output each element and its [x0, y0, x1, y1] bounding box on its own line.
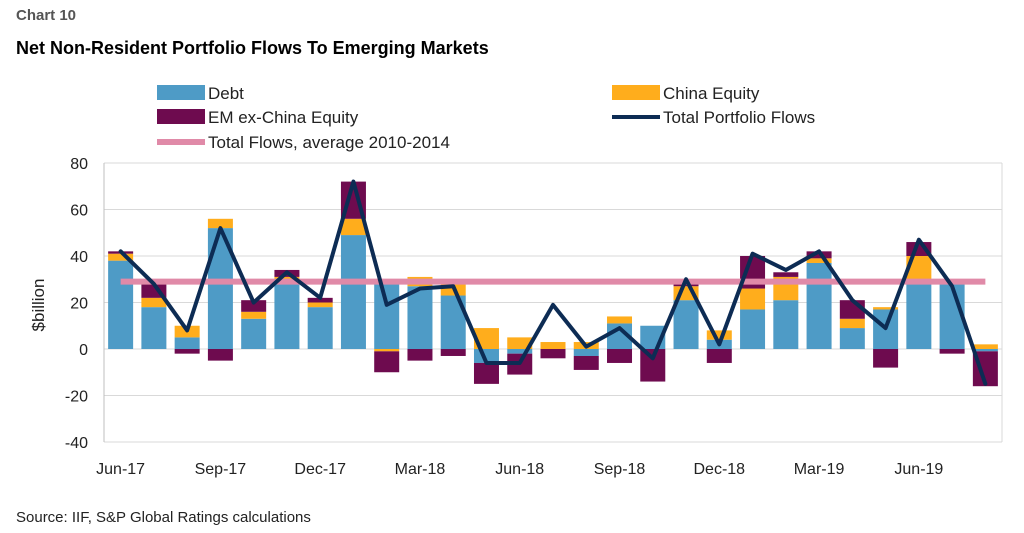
bar-debt [340, 235, 366, 349]
bar-debt [972, 349, 998, 352]
x-tick-label: Mar-19 [794, 461, 845, 478]
legend-swatch-em_ex_china_equity [157, 109, 205, 124]
chart-number-label: Chart 10 [16, 7, 77, 24]
x-tick-label: Jun-19 [894, 461, 943, 478]
bar-debt [573, 349, 599, 356]
bar-debt [906, 279, 932, 349]
bar-debt [274, 279, 300, 349]
bar-em_ex_china_equity [873, 349, 899, 368]
bar-debt [374, 283, 400, 349]
legend-label-average: Total Flows, average 2010-2014 [208, 133, 450, 152]
bar-debt [507, 349, 533, 354]
bar-debt [673, 300, 699, 349]
bar-china_equity [540, 342, 566, 349]
bar-em_ex_china_equity [174, 349, 200, 354]
bar-china_equity [241, 311, 267, 319]
y-tick-label: 80 [70, 156, 88, 173]
bar-em_ex_china_equity [307, 297, 333, 303]
bar-china_equity [374, 349, 400, 352]
bar-china_equity [972, 344, 998, 349]
bar-debt [740, 309, 766, 349]
bar-debt [407, 286, 433, 349]
source-note: Source: IIF, S&P Global Ratings calculat… [16, 509, 311, 526]
x-tick-label: Jun-18 [495, 461, 544, 478]
bar-em_ex_china_equity [473, 362, 499, 384]
legend-label-em_ex_china_equity: EM ex-China Equity [208, 108, 359, 127]
bar-em_ex_china_equity [607, 349, 633, 363]
y-tick-label: -20 [65, 389, 88, 406]
x-tick-label: Jun-17 [96, 461, 145, 478]
bar-debt [241, 318, 267, 349]
bar-china_equity [706, 330, 732, 340]
axes: -40 -20 0 20 40 60 80 Jun-17 Sep-17 Dec-17 Mar-18 J… [65, 156, 1003, 478]
chart-title: Net Non-Resident Portfolio Flows To Emer… [16, 38, 489, 58]
bar-debt [141, 307, 167, 349]
gridlines [104, 162, 1002, 443]
bar-china_equity [307, 302, 333, 308]
bar-china_equity [274, 276, 300, 280]
legend-swatch-china_equity [612, 85, 660, 100]
x-tick-label: Mar-18 [395, 461, 446, 478]
x-tick-label: Dec-18 [694, 461, 746, 478]
bar-debt [307, 307, 333, 349]
bar-debt [108, 260, 134, 349]
bar-china_equity [340, 218, 366, 236]
legend-label-china_equity: China Equity [663, 84, 760, 103]
bar-debt [174, 337, 200, 349]
y-tick-label: 20 [70, 296, 88, 313]
x-tick-label: Sep-18 [594, 461, 646, 478]
bar-china_equity [108, 253, 134, 261]
bar-debt [773, 300, 799, 349]
bar-china_equity [507, 337, 533, 349]
total-portfolio-flows-line [118, 179, 988, 386]
bar-em_ex_china_equity [540, 349, 566, 359]
y-axis-label: $billion [29, 279, 48, 332]
bars [108, 181, 998, 387]
x-tick-label: Sep-17 [195, 461, 247, 478]
bar-em_ex_china_equity [374, 351, 400, 373]
y-tick-label: 0 [79, 342, 88, 359]
x-tick-label: Dec-17 [294, 461, 346, 478]
legend-label-total: Total Portfolio Flows [663, 108, 815, 127]
bar-em_ex_china_equity [207, 349, 233, 361]
bar-em_ex_china_equity [407, 349, 433, 361]
bar-em_ex_china_equity [241, 300, 267, 312]
legend-swatch-debt [157, 85, 205, 100]
bar-em_ex_china_equity [939, 349, 965, 354]
legend-label-debt: Debt [208, 84, 244, 103]
y-tick-label: 60 [70, 203, 88, 220]
bar-china_equity [141, 297, 167, 308]
y-tick-label: -40 [65, 435, 88, 452]
bar-china_equity [806, 258, 832, 263]
total-line [118, 179, 988, 386]
bar-china_equity [740, 288, 766, 310]
bar-china_equity [839, 318, 865, 329]
bar-china_equity [607, 316, 633, 324]
bar-china_equity [873, 307, 899, 310]
y-tick-label: 40 [70, 249, 88, 266]
bar-em_ex_china_equity [440, 349, 466, 356]
legend: Debt China Equity EM ex-China Equity Total … [157, 84, 815, 152]
bar-debt [806, 262, 832, 349]
bar-china_equity [207, 218, 233, 229]
bar-em_ex_china_equity [706, 349, 732, 363]
bar-em_ex_china_equity [573, 355, 599, 370]
bar-em_ex_china_equity [773, 272, 799, 277]
bar-debt [839, 328, 865, 349]
